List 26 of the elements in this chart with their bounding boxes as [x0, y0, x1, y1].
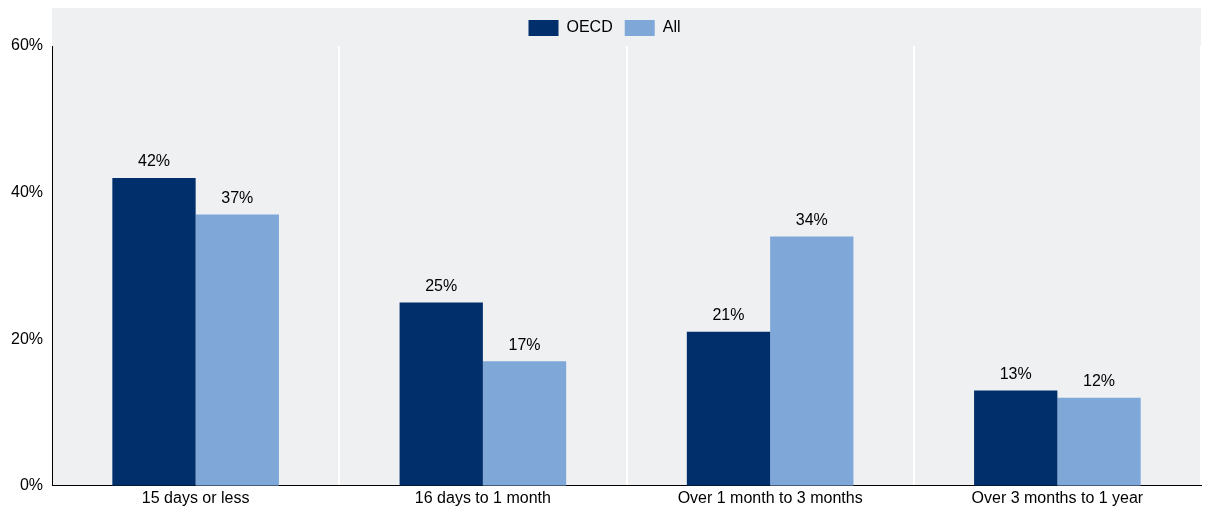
data-label: 37%: [221, 189, 254, 206]
bar: [399, 302, 483, 486]
data-label: 21%: [712, 306, 745, 324]
bar: [770, 236, 854, 486]
x-tick-label: 16 days to 1 month: [414, 488, 551, 506]
legend-label: All: [662, 18, 681, 36]
y-tick-label: 0%: [19, 476, 44, 494]
bar: [686, 331, 771, 486]
y-tick-label: 40%: [10, 183, 44, 201]
data-label: 42%: [137, 152, 171, 170]
data-label: 25%: [425, 276, 458, 294]
data-label: 12%: [1083, 372, 1116, 390]
data-label: 13%: [999, 364, 1032, 382]
x-tick-label: Over 3 months to 1 year: [971, 488, 1144, 506]
data-label: 17%: [508, 335, 541, 353]
y-tick-label: 20%: [10, 329, 44, 347]
legend-label: OECD: [566, 18, 613, 36]
bar: [974, 390, 1058, 486]
bar: [112, 177, 196, 486]
bar: [195, 214, 279, 486]
data-label: 34%: [795, 210, 828, 228]
y-tick-label: 60%: [10, 36, 44, 54]
bar: [1057, 397, 1141, 486]
x-tick-label: Over 1 month to 3 months: [677, 488, 863, 506]
bar: [482, 361, 567, 486]
x-tick-label: 15 days or less: [141, 488, 250, 506]
